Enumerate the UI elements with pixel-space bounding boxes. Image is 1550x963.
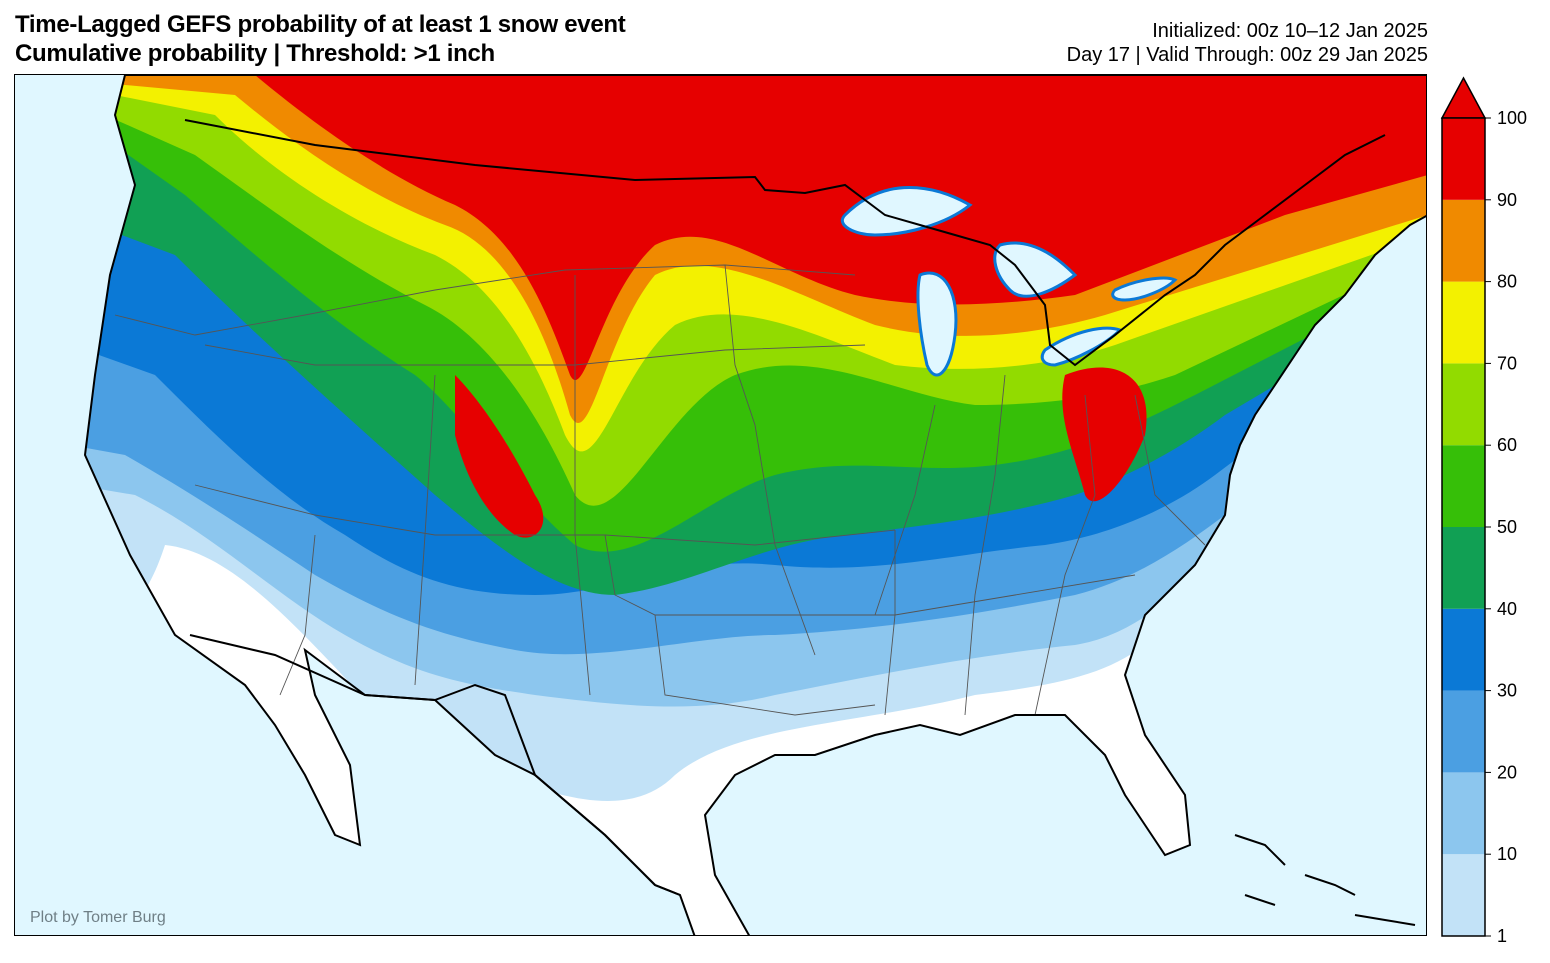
- colorbar-segment: [1442, 527, 1485, 609]
- colorbar-tick-label: 60: [1497, 435, 1517, 455]
- colorbar-segment: [1442, 118, 1485, 200]
- colorbar-svg: 1 10 20 30 40 50 60 70 80 90 100: [1440, 76, 1527, 946]
- colorbar-tick-label: 90: [1497, 190, 1517, 210]
- colorbar-extend-arrow: [1440, 76, 1487, 119]
- map-canvas: [15, 75, 1426, 935]
- initialized-text: Initialized: 00z 10–12 Jan 2025: [1152, 20, 1428, 42]
- credit-text: Plot by Tomer Burg: [30, 909, 166, 926]
- title-line-1: Time-Lagged GEFS probability of at least…: [15, 11, 626, 38]
- map-title: Time-Lagged GEFS probability of at least…: [15, 10, 626, 68]
- colorbar-segment: [1442, 363, 1485, 446]
- colorbar-tick-label: 40: [1497, 599, 1517, 619]
- caribbean-islands: [1234, 834, 1416, 926]
- colorbar-tick-label: 100: [1497, 108, 1527, 128]
- colorbar-tick-label: 50: [1497, 517, 1517, 537]
- probability-map: Plot by Tomer Burg: [14, 74, 1427, 936]
- colorbar-segment: [1442, 772, 1485, 855]
- colorbar-segment: [1442, 854, 1485, 936]
- colorbar-segment: [1442, 199, 1485, 282]
- great-lakes: [841, 186, 1178, 377]
- colorbar-segment: [1442, 445, 1485, 527]
- colorbar: 1 10 20 30 40 50 60 70 80 90 100: [1440, 74, 1550, 946]
- colorbar-tick-label: 80: [1497, 272, 1517, 292]
- colorbar-tick-label: 10: [1497, 844, 1517, 864]
- state-boundaries: [114, 264, 1206, 716]
- colorbar-tick-label: 1: [1497, 926, 1507, 946]
- run-info: Initialized: 00z 10–12 Jan 2025 Day 17 |…: [1067, 19, 1428, 67]
- colorbar-tick-label: 20: [1497, 762, 1517, 782]
- colorbar-tick-label: 30: [1497, 681, 1517, 701]
- colorbar-segment: [1442, 690, 1485, 773]
- title-line-2: Cumulative probability | Threshold: >1 i…: [15, 40, 495, 67]
- colorbar-segment: [1442, 281, 1485, 364]
- valid-through-text: Day 17 | Valid Through: 00z 29 Jan 2025: [1066, 44, 1428, 66]
- colorbar-segment: [1442, 608, 1485, 691]
- colorbar-tick-label: 70: [1497, 353, 1517, 373]
